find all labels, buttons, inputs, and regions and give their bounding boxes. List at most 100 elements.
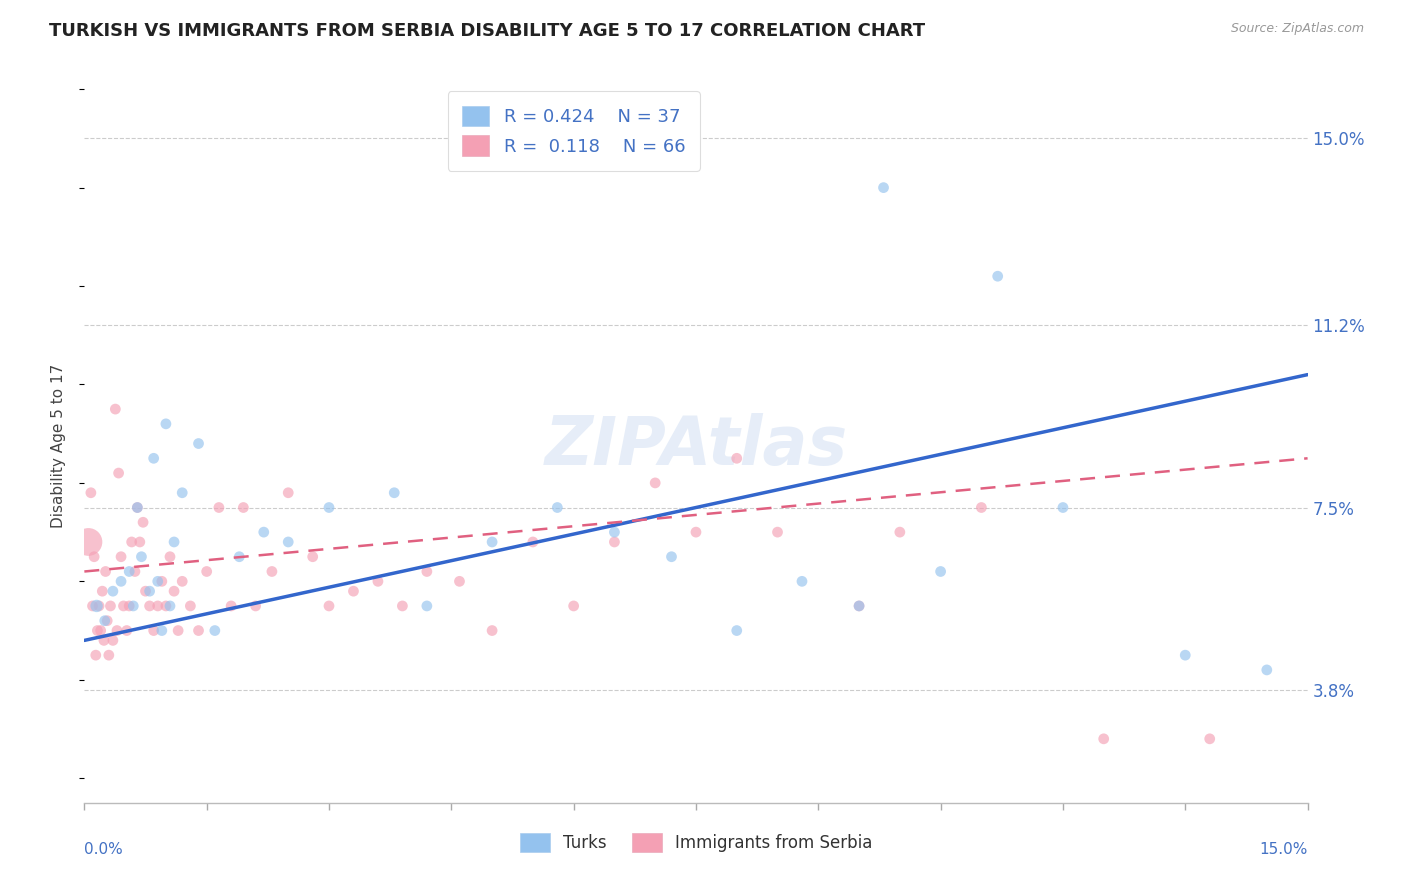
Point [661,549,683,564]
Point [121,535,143,549]
Point [83,549,105,564]
Point [80,485,103,500]
Point [97,648,120,662]
Point [195,565,218,579]
Point [77,535,100,549]
Point [163,584,186,599]
Point [96,614,118,628]
Point [146,574,169,589]
Point [124,565,146,579]
Point [82,599,104,613]
Point [603,525,626,540]
Point [603,535,626,549]
Point [562,599,585,613]
Point [228,549,250,564]
Point [1092,731,1115,746]
Y-axis label: Disability Age 5 to 17: Disability Age 5 to 17 [51,364,66,528]
Text: TURKISH VS IMMIGRANTS FROM SERBIA DISABILITY AGE 5 TO 17 CORRELATION CHART: TURKISH VS IMMIGRANTS FROM SERBIA DISABI… [49,22,925,40]
Point [342,584,364,599]
Point [872,180,894,194]
Point [115,624,138,638]
Point [416,565,439,579]
Point [260,565,283,579]
Point [118,599,141,613]
Point [132,516,155,530]
Point [848,599,870,613]
Point [150,574,173,589]
Point [91,584,114,599]
Point [127,500,149,515]
Legend: Turks, Immigrants from Serbia: Turks, Immigrants from Serbia [513,826,879,859]
Point [245,599,267,613]
Point [93,614,115,628]
Point [142,451,165,466]
Point [163,535,186,549]
Point [101,584,124,599]
Text: ZIPAtlas: ZIPAtlas [544,413,848,479]
Point [187,436,209,450]
Point [159,549,181,564]
Point [318,500,340,515]
Point [86,599,108,613]
Point [277,485,299,500]
Point [219,599,242,613]
Point [481,535,503,549]
Point [318,599,340,613]
Point [204,624,226,638]
Point [112,599,135,613]
Point [232,500,254,515]
Point [138,599,160,613]
Point [970,500,993,515]
Point [122,599,145,613]
Point [86,624,108,638]
Point [87,599,110,613]
Text: 0.0%: 0.0% [84,842,124,856]
Point [766,525,789,540]
Point [725,624,748,638]
Point [146,599,169,613]
Point [449,574,471,589]
Point [277,535,299,549]
Text: Source: ZipAtlas.com: Source: ZipAtlas.com [1230,22,1364,36]
Point [142,624,165,638]
Point [644,475,666,490]
Point [131,549,153,564]
Point [128,535,150,549]
Point [101,633,124,648]
Point [391,599,413,613]
Point [127,500,149,515]
Point [848,599,870,613]
Point [107,466,129,480]
Point [1198,731,1220,746]
Point [929,565,952,579]
Point [301,549,323,564]
Point [1052,500,1074,515]
Point [790,574,813,589]
Point [382,485,405,500]
Point [179,599,201,613]
Point [889,525,911,540]
Point [110,549,132,564]
Point [150,624,173,638]
Point [167,624,190,638]
Point [138,584,160,599]
Point [118,565,141,579]
Point [110,574,132,589]
Point [172,574,194,589]
Point [90,624,112,638]
Point [367,574,389,589]
Point [522,535,544,549]
Point [135,584,157,599]
Point [546,500,568,515]
Point [159,599,181,613]
Point [1256,663,1278,677]
Point [987,269,1010,284]
Text: 15.0%: 15.0% [1260,842,1308,856]
Point [481,624,503,638]
Point [93,633,115,648]
Point [94,565,117,579]
Point [84,648,107,662]
Point [155,599,177,613]
Point [187,624,209,638]
Point [105,624,128,638]
